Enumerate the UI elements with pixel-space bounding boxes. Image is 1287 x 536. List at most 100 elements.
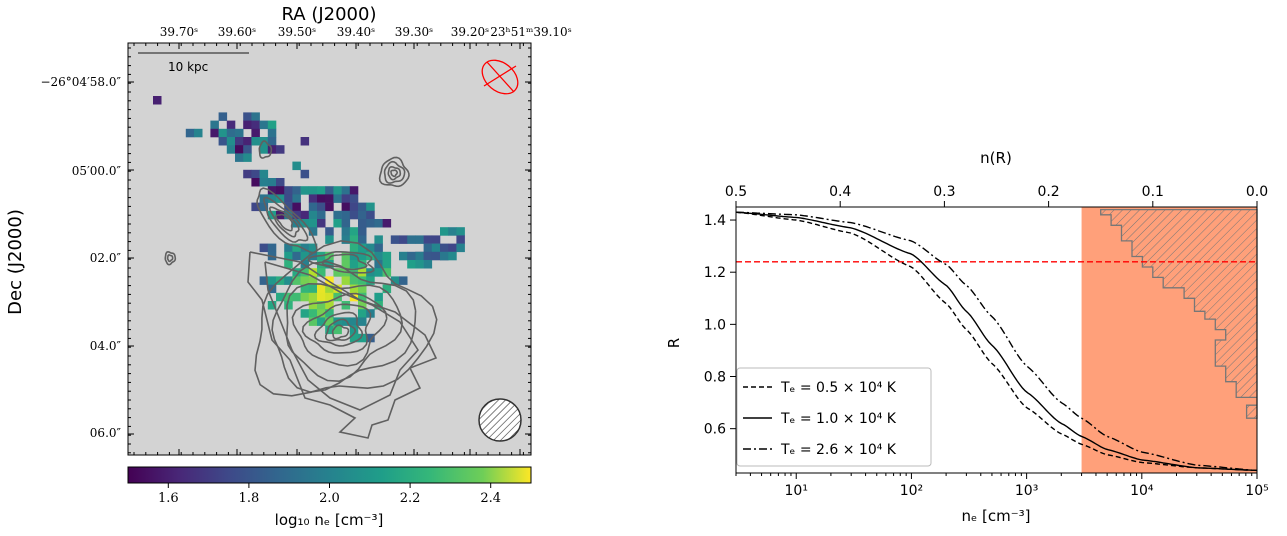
- ne-map-panel: 10 kpc RA (J2000) Dec (J2000) 39.70ˢ 39.…: [5, 4, 572, 529]
- map-pixel: [259, 145, 269, 154]
- map-pixel: [349, 227, 359, 236]
- map-pixel: [210, 128, 219, 138]
- map-pixel: [423, 235, 433, 244]
- map-pixel: [235, 137, 244, 146]
- map-pixel: [300, 169, 310, 179]
- map-pixel: [399, 235, 408, 244]
- map-pixel: [325, 186, 334, 195]
- map-pixel: [308, 194, 318, 203]
- ra-tick-label: 39.60ˢ: [218, 25, 256, 39]
- outer-contour: [264, 261, 420, 411]
- dec-tick-label: −26°04′58.0″: [40, 75, 121, 89]
- map-pixel: [456, 243, 465, 253]
- map-pixel: [325, 325, 334, 335]
- map-pixel: [284, 292, 293, 302]
- map-pixel: [300, 276, 310, 285]
- map-pixel: [308, 284, 318, 294]
- core-contour: [324, 318, 357, 342]
- map-pixel: [300, 260, 310, 269]
- top-tick-label: 0.0: [1246, 184, 1268, 200]
- core-contour: [271, 260, 417, 393]
- clump-contour: [378, 156, 410, 188]
- map-pixel: [358, 301, 367, 310]
- map-pixel: [267, 186, 277, 195]
- map-pixel: [267, 194, 277, 203]
- map-pixel: [267, 120, 277, 130]
- arm-contour: [275, 213, 293, 232]
- map-pixel: [390, 235, 400, 244]
- map-pixel: [349, 210, 359, 220]
- map-pixel: [382, 219, 392, 228]
- map-pixel: [300, 251, 310, 261]
- dec-tick-label: 06.0″: [90, 426, 122, 440]
- map-pixel: [456, 227, 465, 236]
- colorbar-tick-label: 2.4: [480, 491, 501, 506]
- top-tick-label: 0.1: [1142, 184, 1164, 200]
- map-pixel: [284, 194, 293, 203]
- y-tick-label: 1.4: [704, 213, 726, 229]
- map-pixel: [440, 243, 449, 253]
- map-pixel: [317, 194, 326, 203]
- y-tick-label: 1.0: [704, 317, 726, 333]
- map-pixel: [284, 301, 293, 310]
- map-pixel: [292, 268, 301, 277]
- map-pixel: [341, 227, 351, 236]
- map-pixel: [333, 325, 342, 335]
- map-pixel: [366, 333, 375, 343]
- y-tick-label: 0.6: [704, 422, 726, 438]
- map-pixel: [317, 301, 326, 310]
- map-pixel: [259, 243, 269, 253]
- map-pixel: [243, 112, 252, 121]
- map-pixel: [341, 194, 351, 203]
- map-pixel: [448, 227, 457, 236]
- map-pixel: [349, 243, 359, 253]
- map-pixel: [300, 309, 310, 318]
- map-pixel: [259, 276, 269, 285]
- map-pixel: [349, 202, 359, 212]
- map-pixel: [374, 251, 383, 261]
- map-pixel: [399, 251, 408, 261]
- core-contour: [331, 324, 350, 340]
- map-pixel: [325, 194, 334, 203]
- map-pixel: [431, 235, 441, 244]
- map-pixel: [456, 235, 465, 244]
- colorbar-ticks: 1.6 1.8 2.0 2.2 2.4: [158, 483, 501, 506]
- core-contour: [254, 240, 438, 397]
- ne-pixel-map: [153, 96, 465, 343]
- map-pixel: [382, 251, 392, 261]
- map-pixel: [226, 120, 236, 130]
- x-tick-label: 10¹: [785, 483, 808, 499]
- map-pixel: [423, 251, 433, 261]
- map-pixel: [284, 276, 293, 285]
- map-pixel: [358, 317, 367, 326]
- map-pixel: [349, 325, 359, 335]
- map-pixel: [300, 186, 310, 195]
- legend: Tₑ = 0.5 × 10⁴ K Tₑ = 1.0 × 10⁴ K Tₑ = 2…: [736, 367, 932, 467]
- map-pixel: [300, 268, 310, 277]
- map-pixel: [317, 202, 326, 212]
- clump-contour: [390, 169, 399, 178]
- map-pixel: [259, 120, 269, 130]
- core-contour: [313, 311, 364, 347]
- map-pixel: [317, 284, 326, 294]
- legend-label: Tₑ = 2.6 × 10⁴ K: [780, 442, 897, 458]
- map-pixel: [325, 202, 334, 212]
- colorbar-tick-label: 1.6: [158, 491, 179, 506]
- scale-bar-label: 10 kpc: [168, 60, 208, 74]
- map-pixel: [317, 292, 326, 302]
- map-pixel: [308, 243, 318, 253]
- map-pixel: [349, 333, 359, 343]
- outer-contour: [247, 251, 438, 439]
- map-pixel: [415, 251, 424, 261]
- map-pixel: [292, 186, 301, 195]
- y-tick-label: 0.8: [704, 370, 726, 386]
- ra-tick-label: 39.20ˢ: [451, 25, 489, 39]
- top-tick-label: 0.2: [1037, 184, 1059, 200]
- map-pixel: [448, 251, 457, 261]
- map-pixel: [333, 219, 342, 228]
- legend-label: Tₑ = 0.5 × 10⁴ K: [780, 380, 897, 396]
- map-pixel: [382, 268, 392, 277]
- map-pixel: [341, 317, 351, 326]
- mid-contour: [307, 251, 375, 274]
